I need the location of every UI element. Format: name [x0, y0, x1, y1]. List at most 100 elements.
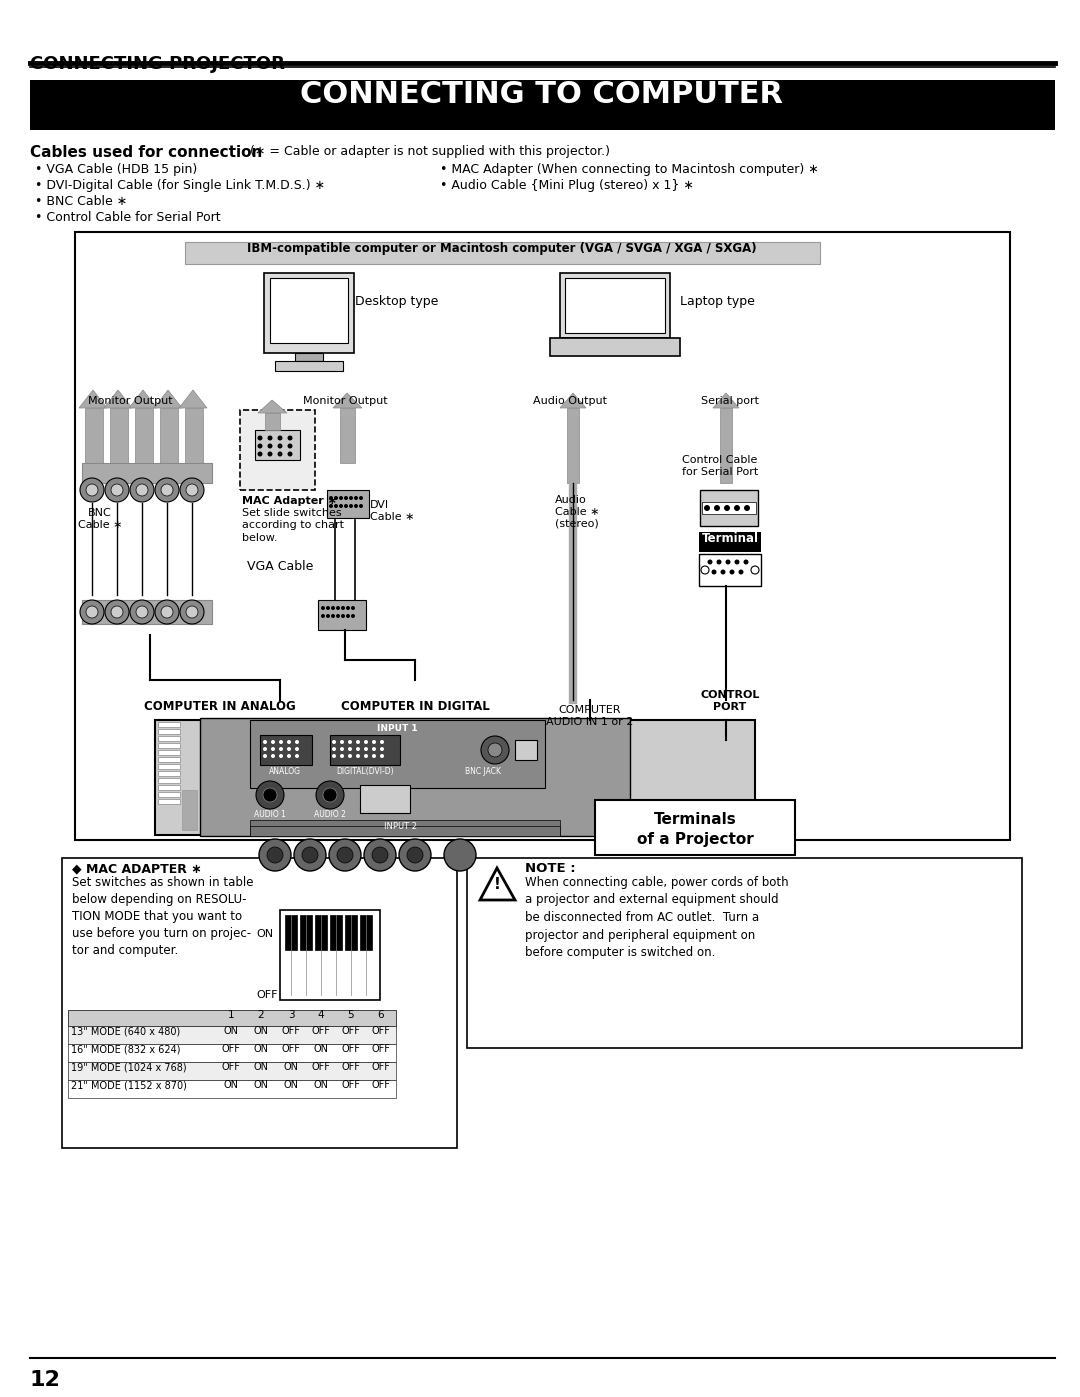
Bar: [30, 80, 1055, 130]
Text: OFF: OFF: [282, 1044, 300, 1053]
Circle shape: [348, 747, 352, 752]
Bar: [158, 792, 180, 798]
Circle shape: [336, 615, 340, 617]
Circle shape: [80, 599, 104, 624]
Text: 12: 12: [30, 1370, 60, 1390]
Circle shape: [704, 504, 710, 511]
Polygon shape: [713, 393, 739, 408]
Polygon shape: [154, 390, 183, 408]
Bar: [720, 408, 732, 483]
Bar: [340, 408, 355, 462]
Circle shape: [380, 740, 384, 745]
Circle shape: [354, 496, 357, 500]
Circle shape: [257, 451, 262, 457]
Bar: [158, 743, 180, 747]
Text: 4: 4: [318, 1010, 324, 1020]
Bar: [240, 409, 315, 490]
Circle shape: [716, 560, 721, 564]
Circle shape: [348, 754, 352, 759]
Bar: [82, 462, 212, 483]
Bar: [62, 858, 457, 1148]
Text: 5: 5: [348, 1010, 354, 1020]
Circle shape: [257, 443, 262, 448]
Bar: [515, 740, 537, 760]
Bar: [158, 729, 180, 733]
Circle shape: [372, 747, 376, 752]
Circle shape: [332, 754, 336, 759]
Polygon shape: [561, 393, 586, 408]
Polygon shape: [179, 390, 207, 408]
Text: ON: ON: [254, 1080, 269, 1090]
Text: VGA Cable: VGA Cable: [247, 560, 313, 573]
Circle shape: [287, 443, 293, 448]
Circle shape: [268, 443, 272, 448]
Circle shape: [86, 483, 98, 496]
Bar: [315, 915, 327, 950]
Polygon shape: [333, 393, 362, 408]
Bar: [68, 1010, 396, 1025]
Polygon shape: [258, 400, 287, 414]
Text: 16" MODE (832 x 624): 16" MODE (832 x 624): [71, 1044, 180, 1053]
Circle shape: [111, 483, 123, 496]
Text: !: !: [494, 877, 500, 893]
Bar: [264, 272, 354, 353]
Circle shape: [340, 747, 345, 752]
Circle shape: [348, 740, 352, 745]
Bar: [68, 1062, 396, 1080]
Text: CONNECTING PROJECTOR: CONNECTING PROJECTOR: [30, 54, 285, 73]
Circle shape: [271, 740, 275, 745]
Circle shape: [294, 840, 326, 870]
Circle shape: [743, 560, 748, 564]
Bar: [158, 736, 180, 740]
Text: OFF: OFF: [311, 1062, 330, 1071]
Bar: [360, 915, 372, 950]
Circle shape: [751, 566, 759, 574]
Text: Terminal: Terminal: [702, 532, 758, 545]
Text: 6: 6: [378, 1010, 384, 1020]
Circle shape: [287, 747, 291, 752]
Bar: [68, 1080, 396, 1098]
Circle shape: [278, 451, 283, 457]
Bar: [565, 278, 665, 332]
Circle shape: [287, 451, 293, 457]
Bar: [156, 719, 755, 835]
Text: ON: ON: [224, 1080, 239, 1090]
Circle shape: [734, 560, 740, 564]
Text: • Control Cable for Serial Port: • Control Cable for Serial Port: [35, 211, 220, 224]
Bar: [158, 771, 180, 775]
Text: 19" MODE (1024 x 768): 19" MODE (1024 x 768): [71, 1062, 187, 1071]
Circle shape: [257, 436, 262, 440]
Text: 3: 3: [287, 1010, 295, 1020]
Bar: [185, 408, 203, 462]
Text: Audio
Cable ∗
(stereo): Audio Cable ∗ (stereo): [555, 495, 599, 528]
Circle shape: [340, 754, 345, 759]
Circle shape: [186, 606, 198, 617]
Bar: [280, 909, 380, 1000]
Circle shape: [380, 754, 384, 759]
Bar: [158, 750, 180, 754]
Text: OFF: OFF: [341, 1080, 361, 1090]
Circle shape: [316, 781, 345, 809]
Polygon shape: [104, 390, 132, 408]
Circle shape: [295, 754, 299, 759]
Bar: [360, 785, 410, 813]
Circle shape: [295, 747, 299, 752]
Text: Set slide switches
according to chart
below.: Set slide switches according to chart be…: [242, 509, 345, 543]
Bar: [158, 764, 180, 768]
Text: OFF: OFF: [372, 1080, 391, 1090]
Bar: [75, 232, 1010, 840]
Circle shape: [444, 840, 476, 870]
Circle shape: [329, 840, 361, 870]
Text: • BNC Cable ∗: • BNC Cable ∗: [35, 196, 127, 208]
Text: COMPUTER
AUDIO IN 1 or 2: COMPUTER AUDIO IN 1 or 2: [546, 705, 634, 726]
Circle shape: [332, 740, 336, 745]
Text: Serial port: Serial port: [701, 395, 759, 407]
Circle shape: [481, 736, 509, 764]
Circle shape: [326, 606, 330, 610]
Bar: [160, 408, 178, 462]
Circle shape: [271, 747, 275, 752]
Circle shape: [364, 754, 368, 759]
Circle shape: [279, 754, 283, 759]
Bar: [330, 915, 342, 950]
Bar: [68, 1025, 396, 1044]
